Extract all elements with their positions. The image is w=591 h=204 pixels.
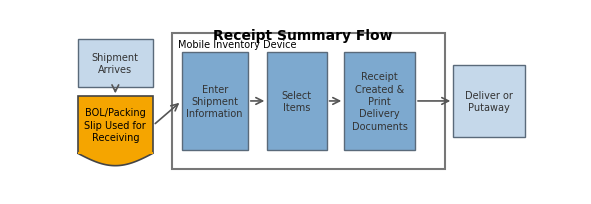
Text: Receipt Summary Flow: Receipt Summary Flow [213,29,392,43]
FancyBboxPatch shape [77,97,153,153]
FancyBboxPatch shape [181,53,248,150]
FancyBboxPatch shape [173,34,445,169]
Polygon shape [77,153,153,166]
Text: Receipt
Created &
Print
Delivery
Documents: Receipt Created & Print Delivery Documen… [352,72,408,131]
Text: Shipment
Arrives: Shipment Arrives [92,53,139,75]
Text: BOL/Packing
Slip Used for
Receiving: BOL/Packing Slip Used for Receiving [85,108,146,142]
FancyBboxPatch shape [77,40,153,87]
Text: Mobile Inventory Device: Mobile Inventory Device [178,40,296,50]
Text: Deliver or
Putaway: Deliver or Putaway [465,90,513,113]
Text: Enter
Shipment
Information: Enter Shipment Information [187,84,243,119]
FancyBboxPatch shape [453,65,525,137]
FancyBboxPatch shape [267,53,327,150]
Text: Select
Items: Select Items [282,90,312,113]
FancyBboxPatch shape [344,53,415,150]
FancyBboxPatch shape [77,153,153,154]
